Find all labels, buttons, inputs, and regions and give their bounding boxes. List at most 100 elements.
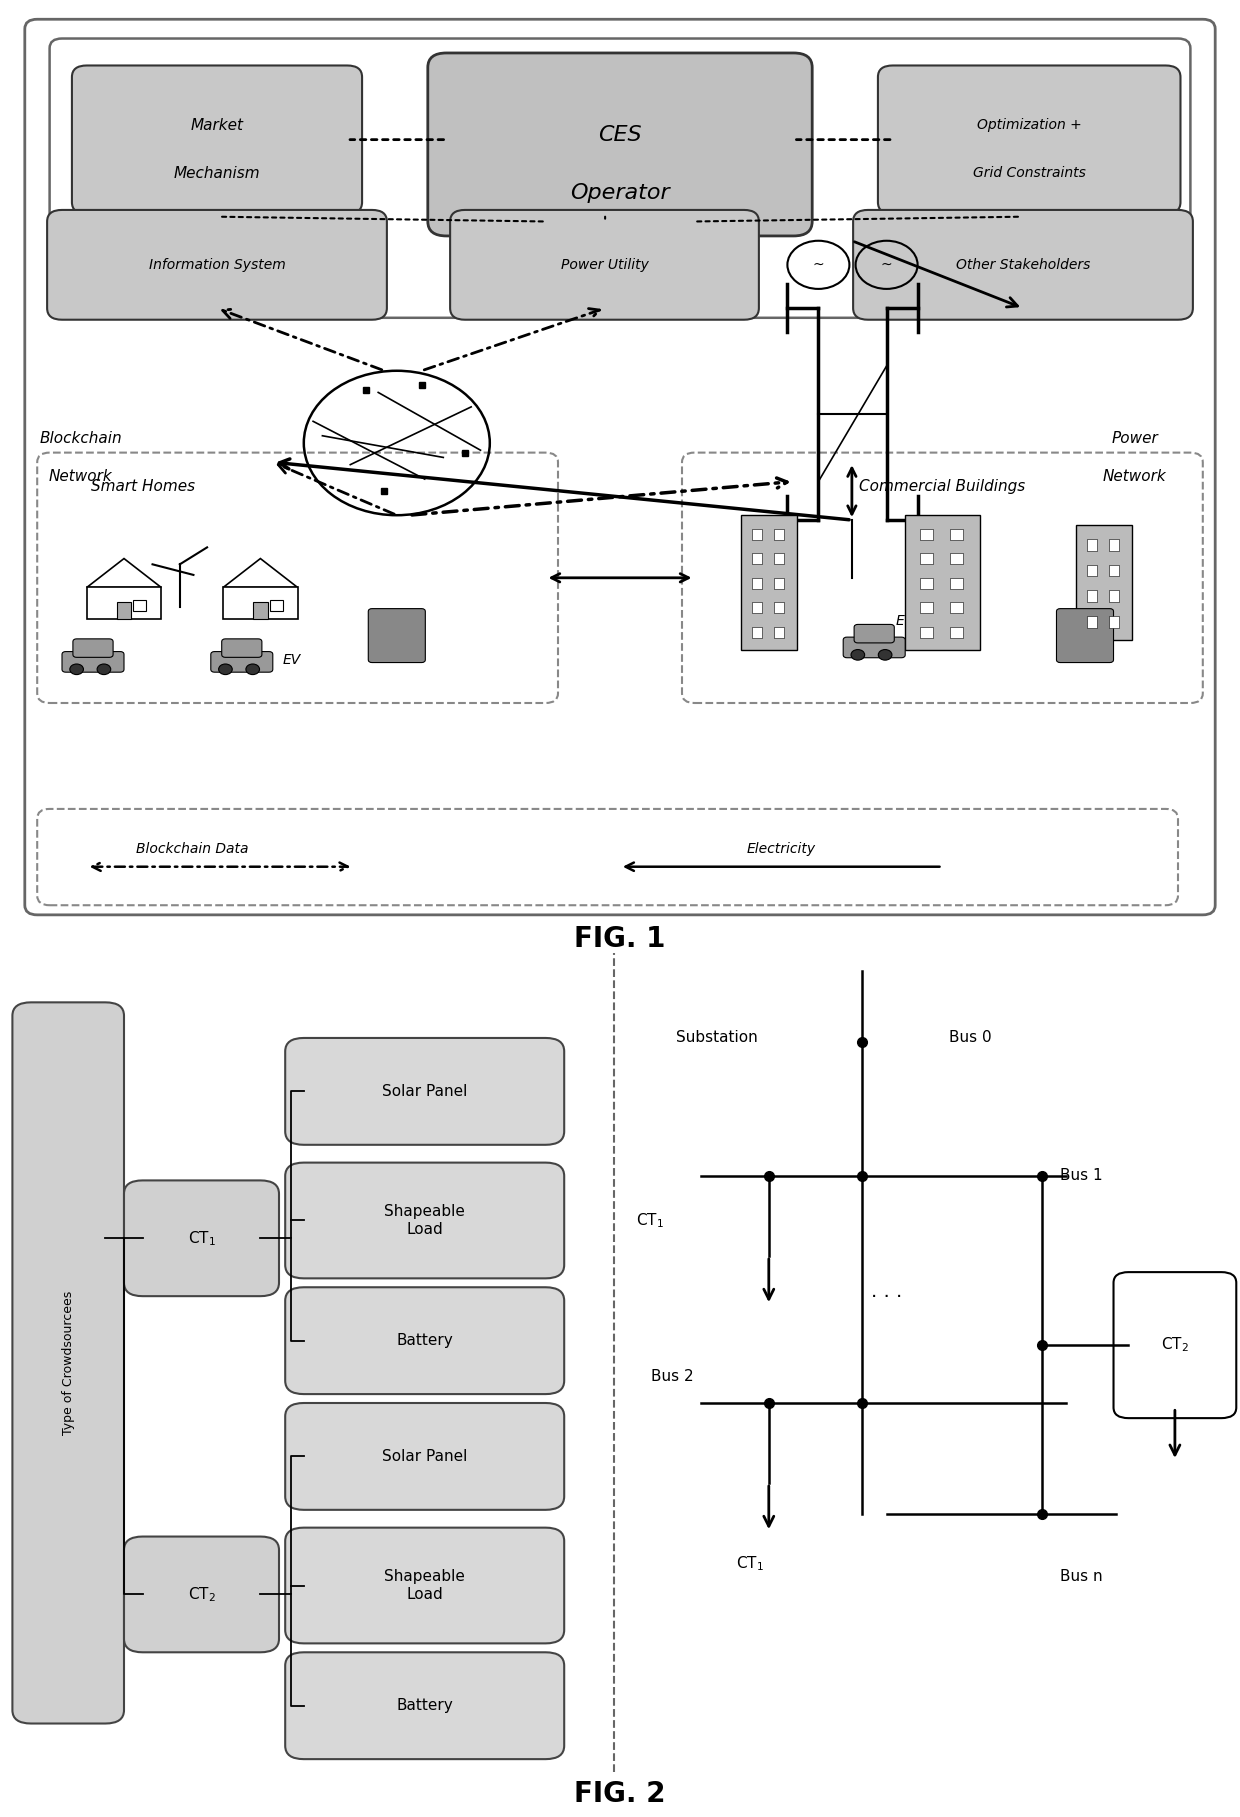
FancyBboxPatch shape — [223, 587, 298, 620]
Text: Battery: Battery — [397, 1699, 453, 1713]
Text: Shapeable
Load: Shapeable Load — [384, 1205, 465, 1237]
FancyBboxPatch shape — [950, 601, 963, 614]
Circle shape — [218, 663, 232, 674]
Text: FIG. 1: FIG. 1 — [574, 925, 666, 954]
Text: Solar Panel: Solar Panel — [382, 1085, 467, 1099]
FancyBboxPatch shape — [843, 638, 905, 658]
FancyBboxPatch shape — [920, 601, 934, 614]
Circle shape — [97, 663, 110, 674]
FancyBboxPatch shape — [73, 640, 113, 658]
FancyBboxPatch shape — [450, 211, 759, 320]
FancyBboxPatch shape — [1086, 540, 1097, 551]
Polygon shape — [223, 558, 298, 587]
Text: ~: ~ — [812, 258, 825, 273]
FancyBboxPatch shape — [50, 38, 1190, 318]
FancyBboxPatch shape — [682, 452, 1203, 703]
FancyBboxPatch shape — [774, 529, 785, 540]
Text: CT$_2$: CT$_2$ — [187, 1584, 216, 1604]
FancyBboxPatch shape — [1076, 525, 1131, 640]
Text: Substation: Substation — [676, 1030, 758, 1045]
Text: Electricity: Electricity — [746, 843, 816, 856]
FancyBboxPatch shape — [854, 625, 894, 643]
Text: Operator: Operator — [570, 182, 670, 204]
Text: Type of Crowdsourcees: Type of Crowdsourcees — [62, 1290, 74, 1435]
Text: Bus 0: Bus 0 — [949, 1030, 991, 1045]
Text: ~: ~ — [880, 258, 893, 273]
FancyBboxPatch shape — [1110, 565, 1120, 576]
Text: Market: Market — [191, 118, 243, 133]
FancyBboxPatch shape — [1110, 540, 1120, 551]
FancyBboxPatch shape — [920, 552, 934, 565]
FancyBboxPatch shape — [285, 1528, 564, 1643]
FancyBboxPatch shape — [428, 53, 812, 236]
Text: FIG. 2: FIG. 2 — [574, 1781, 666, 1808]
FancyBboxPatch shape — [87, 587, 161, 620]
FancyBboxPatch shape — [1110, 591, 1120, 601]
FancyBboxPatch shape — [774, 578, 785, 589]
Text: CT$_1$: CT$_1$ — [737, 1554, 764, 1572]
FancyBboxPatch shape — [222, 640, 262, 658]
Circle shape — [246, 663, 259, 674]
FancyBboxPatch shape — [774, 552, 785, 565]
FancyBboxPatch shape — [742, 516, 797, 650]
Text: Network: Network — [48, 469, 113, 483]
FancyBboxPatch shape — [1056, 609, 1114, 663]
FancyBboxPatch shape — [253, 601, 268, 620]
Text: Power Utility: Power Utility — [562, 258, 649, 273]
FancyBboxPatch shape — [751, 601, 763, 614]
FancyBboxPatch shape — [285, 1163, 564, 1279]
Text: Grid Constraints: Grid Constraints — [972, 167, 1086, 180]
Text: Power: Power — [1111, 431, 1158, 445]
Text: Mechanism: Mechanism — [174, 165, 260, 182]
Text: CES: CES — [598, 125, 642, 145]
Text: Blockchain Data: Blockchain Data — [136, 843, 248, 856]
FancyBboxPatch shape — [1114, 1272, 1236, 1417]
FancyBboxPatch shape — [117, 601, 131, 620]
Text: Information System: Information System — [149, 258, 285, 273]
Text: CT$_2$: CT$_2$ — [1161, 1335, 1189, 1354]
Polygon shape — [87, 558, 161, 587]
FancyBboxPatch shape — [1086, 616, 1097, 627]
FancyBboxPatch shape — [285, 1038, 564, 1145]
FancyBboxPatch shape — [950, 627, 963, 638]
FancyBboxPatch shape — [751, 578, 763, 589]
Text: EV: EV — [897, 614, 914, 629]
Text: EV: EV — [283, 652, 300, 667]
FancyBboxPatch shape — [950, 529, 963, 540]
FancyBboxPatch shape — [285, 1652, 564, 1759]
FancyBboxPatch shape — [368, 609, 425, 663]
Text: CT$_1$: CT$_1$ — [636, 1212, 663, 1230]
Text: Bus 2: Bus 2 — [651, 1368, 693, 1385]
Text: Network: Network — [1102, 469, 1167, 483]
Text: Solar Panel: Solar Panel — [382, 1448, 467, 1465]
FancyBboxPatch shape — [751, 627, 763, 638]
FancyBboxPatch shape — [270, 600, 283, 611]
Text: Shapeable
Load: Shapeable Load — [384, 1570, 465, 1603]
FancyBboxPatch shape — [37, 809, 1178, 905]
FancyBboxPatch shape — [774, 627, 785, 638]
FancyBboxPatch shape — [950, 552, 963, 565]
FancyBboxPatch shape — [285, 1286, 564, 1394]
FancyBboxPatch shape — [62, 652, 124, 672]
Text: Optimization +: Optimization + — [977, 118, 1081, 133]
Text: Battery: Battery — [397, 1334, 453, 1348]
FancyBboxPatch shape — [285, 1403, 564, 1510]
FancyBboxPatch shape — [47, 211, 387, 320]
FancyBboxPatch shape — [1086, 565, 1097, 576]
FancyBboxPatch shape — [774, 601, 785, 614]
FancyBboxPatch shape — [37, 452, 558, 703]
FancyBboxPatch shape — [751, 552, 763, 565]
FancyBboxPatch shape — [920, 627, 934, 638]
FancyBboxPatch shape — [853, 211, 1193, 320]
FancyBboxPatch shape — [751, 529, 763, 540]
Text: Bus n: Bus n — [1060, 1570, 1102, 1584]
FancyBboxPatch shape — [905, 516, 980, 650]
Circle shape — [69, 663, 83, 674]
Text: Bus 1: Bus 1 — [1060, 1168, 1102, 1183]
Text: Smart Homes: Smart Homes — [91, 480, 195, 494]
FancyBboxPatch shape — [950, 578, 963, 589]
FancyBboxPatch shape — [878, 65, 1180, 214]
FancyBboxPatch shape — [920, 578, 934, 589]
Text: CT$_1$: CT$_1$ — [187, 1228, 216, 1248]
FancyBboxPatch shape — [134, 600, 146, 611]
